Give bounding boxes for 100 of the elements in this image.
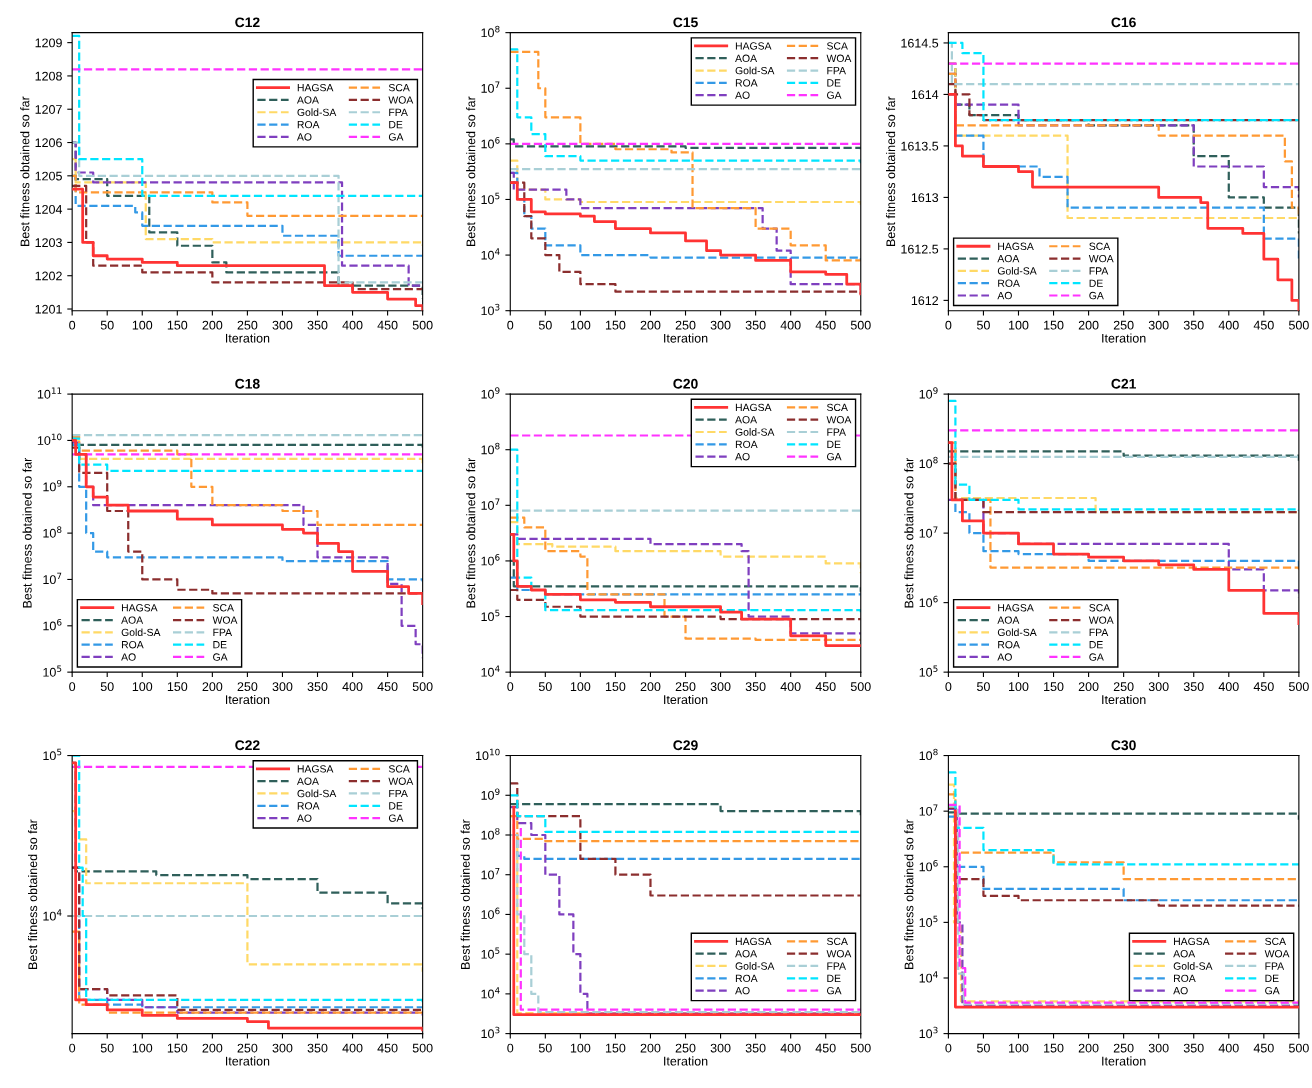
- y-tick-label: 1205: [35, 171, 62, 181]
- y-tick-label: 1613: [911, 193, 939, 203]
- legend-label: Gold-SA: [121, 628, 161, 637]
- x-tick-label: 450: [377, 320, 398, 330]
- legend-label: ROA: [121, 641, 144, 649]
- x-tick-label: 0: [69, 320, 76, 330]
- x-tick-label: 350: [307, 682, 328, 692]
- legend-label: GA: [388, 814, 404, 822]
- x-tick-label: 250: [675, 320, 696, 330]
- legend-label: SCA: [826, 42, 848, 50]
- y-tick-label: 10$^{6}$: [481, 907, 500, 919]
- x-tick-label: 50: [538, 1043, 552, 1053]
- y-tick-label: 1202: [35, 271, 62, 281]
- legend-label: AO: [997, 291, 1012, 300]
- x-tick-label: 50: [538, 682, 552, 692]
- x-tick-label: 300: [272, 320, 293, 330]
- chart-title: C21: [1111, 378, 1136, 389]
- legend-label: AOA: [997, 254, 1020, 263]
- x-tick-label: 50: [976, 320, 990, 330]
- legend-label: ROA: [735, 440, 758, 449]
- x-tick-label: 400: [342, 1043, 363, 1053]
- x-tick-label: 450: [815, 682, 836, 692]
- legend-label: AOA: [1173, 950, 1196, 958]
- legend-label: FPA: [827, 962, 846, 970]
- legend-label: FPA: [827, 428, 846, 436]
- legend-label: FPA: [1089, 267, 1109, 275]
- x-axis-title: Iteration: [664, 694, 708, 705]
- x-tick-label: 400: [1218, 1043, 1239, 1053]
- legend-label: WOA: [1264, 950, 1290, 958]
- legend-label: AOA: [997, 616, 1020, 624]
- legend-label: FPA: [389, 789, 408, 798]
- legend-label: SCA: [1089, 242, 1111, 250]
- legend-label: Gold-SA: [297, 789, 337, 798]
- y-tick-label: 10$^{4}$: [481, 987, 500, 999]
- y-tick-label: 10$^{7}$: [919, 526, 938, 538]
- legend-label: WOA: [826, 950, 852, 958]
- y-tick-label: 10$^{9}$: [481, 788, 500, 800]
- legend-label: HAGSA: [297, 84, 334, 92]
- legend-label: SCA: [388, 765, 410, 773]
- legend-label: DE: [827, 440, 841, 448]
- legend-label: HAGSA: [1174, 937, 1210, 946]
- x-tick-label: 150: [167, 320, 188, 330]
- legend-label: AO: [1173, 986, 1188, 995]
- y-tick-label: 10$^{4}$: [481, 248, 500, 260]
- x-tick-label: 450: [1253, 1043, 1274, 1053]
- legend-label: GA: [827, 91, 842, 99]
- y-tick-label: 10$^{3}$: [919, 1026, 938, 1039]
- y-tick-label: 10$^{8}$: [919, 748, 938, 761]
- x-tick-label: 50: [100, 1043, 114, 1053]
- legend-label: WOA: [388, 777, 414, 785]
- legend-label: AOA: [121, 616, 144, 624]
- y-axis-title: Best fitness obtained so far: [466, 96, 476, 247]
- legend-label: ROA: [297, 802, 320, 810]
- y-axis-title: Best fitness obtained so far: [886, 96, 896, 247]
- legend-label: AOA: [735, 950, 758, 958]
- x-tick-label: 100: [1009, 682, 1029, 692]
- y-tick-label: 1612.5: [901, 244, 939, 254]
- x-tick-label: 200: [1078, 1043, 1099, 1053]
- legend-label: GA: [1265, 986, 1280, 995]
- x-tick-label: 300: [710, 1043, 731, 1053]
- x-tick-label: 50: [100, 320, 114, 330]
- legend-label: HAGSA: [735, 403, 772, 412]
- x-tick-label: 250: [675, 682, 696, 692]
- legend-label: WOA: [388, 96, 414, 104]
- legend-label: DE: [827, 974, 841, 982]
- legend-label: Gold-SA: [997, 628, 1037, 637]
- y-tick-label: 10$^{5}$: [43, 665, 62, 677]
- x-tick-label: 100: [132, 320, 153, 330]
- legend-label: ROA: [297, 120, 320, 129]
- x-tick-label: 400: [780, 1043, 801, 1053]
- x-tick-label: 400: [780, 320, 801, 330]
- x-tick-label: 150: [605, 1043, 626, 1053]
- chart-title: C22: [235, 740, 260, 751]
- x-tick-label: 0: [69, 1043, 76, 1053]
- legend-label: WOA: [1088, 616, 1114, 624]
- x-tick-label: 100: [570, 1043, 591, 1053]
- x-tick-label: 100: [132, 1043, 153, 1053]
- x-axis-title: Iteration: [664, 1056, 708, 1066]
- legend-label: HAGSA: [735, 42, 772, 50]
- y-tick-label: 10$^{7}$: [43, 572, 62, 585]
- x-tick-label: 150: [1044, 320, 1064, 330]
- legend-label: AOA: [735, 416, 758, 424]
- chart-title: C18: [235, 378, 260, 389]
- x-tick-label: 100: [1009, 1043, 1029, 1053]
- y-tick-label: 10$^{8}$: [43, 526, 62, 538]
- x-tick-label: 0: [69, 682, 76, 692]
- x-tick-label: 400: [1218, 682, 1239, 692]
- y-tick-label: 10$^{3}$: [481, 303, 500, 316]
- legend-label: Gold-SA: [997, 266, 1037, 275]
- y-tick-label: 1204: [35, 204, 63, 214]
- x-tick-label: 500: [850, 682, 871, 692]
- x-tick-label: 350: [745, 320, 766, 330]
- x-tick-label: 200: [202, 1043, 223, 1053]
- x-tick-label: 0: [507, 682, 514, 692]
- y-axis-title: Best fitness obtained so far: [20, 96, 30, 247]
- x-tick-label: 400: [780, 682, 801, 692]
- x-tick-label: 200: [202, 320, 223, 330]
- x-tick-label: 400: [342, 320, 363, 330]
- y-tick-label: 10$^{7}$: [481, 81, 500, 93]
- legend-label: DE: [1089, 641, 1103, 649]
